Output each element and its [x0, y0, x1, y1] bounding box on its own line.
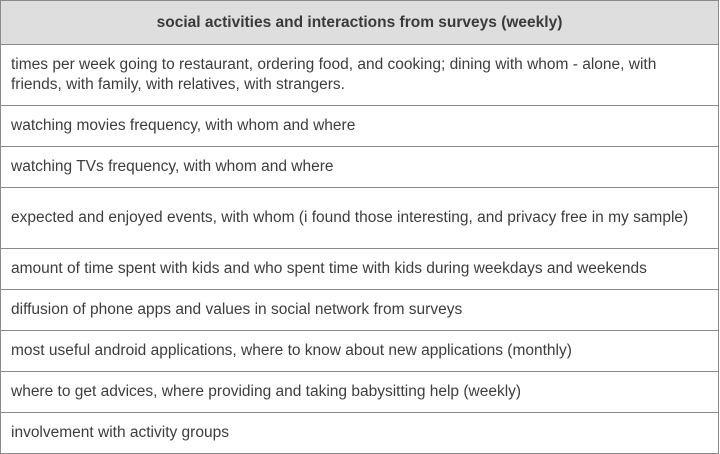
table-row: amount of time spent with kids and who s…	[0, 248, 719, 290]
table-header: social activities and interactions from …	[0, 0, 719, 45]
table-cell: diffusion of phone apps and values in so…	[0, 289, 719, 331]
table-header-row: social activities and interactions from …	[0, 0, 719, 45]
table-cell: amount of time spent with kids and who s…	[0, 248, 719, 290]
table-row: watching TVs frequency, with whom and wh…	[0, 146, 719, 188]
table-row: watching movies frequency, with whom and…	[0, 105, 719, 147]
table-row: expected and enjoyed events, with whom (…	[0, 187, 719, 249]
table-row: where to get advices, where providing an…	[0, 371, 719, 413]
table-cell: expected and enjoyed events, with whom (…	[0, 187, 719, 249]
table-cell: involvement with activity groups	[0, 412, 719, 454]
table-cell: watching movies frequency, with whom and…	[0, 105, 719, 147]
table-cell: most useful android applications, where …	[0, 330, 719, 372]
table-row: diffusion of phone apps and values in so…	[0, 289, 719, 331]
table-row: involvement with activity groups	[0, 412, 719, 454]
table-cell: watching TVs frequency, with whom and wh…	[0, 146, 719, 188]
table-cell: times per week going to restaurant, orde…	[0, 44, 719, 106]
table-row: most useful android applications, where …	[0, 330, 719, 372]
table-cell: where to get advices, where providing an…	[0, 371, 719, 413]
table-row: times per week going to restaurant, orde…	[0, 44, 719, 106]
